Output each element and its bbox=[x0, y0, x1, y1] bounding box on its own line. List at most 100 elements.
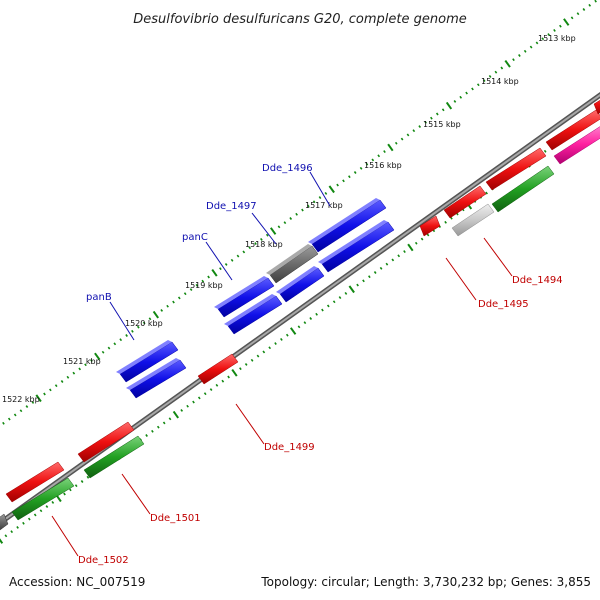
scale-minor-tick bbox=[482, 79, 486, 82]
scale-minor-tick bbox=[400, 137, 404, 141]
scale-minor-tick bbox=[113, 342, 117, 346]
scale-minor-tick bbox=[186, 404, 189, 408]
scale-major-tick bbox=[289, 327, 297, 335]
gene-label-dde-1501[interactable]: Dde_1501 bbox=[150, 513, 201, 524]
scale-minor-tick bbox=[119, 338, 123, 342]
gene-label-dde-1496[interactable]: Dde_1496 bbox=[262, 163, 313, 174]
scale-minor-tick bbox=[338, 296, 342, 300]
gene-label-panb[interactable]: panB bbox=[86, 292, 112, 303]
gene-dde-1497-bar[interactable] bbox=[266, 244, 319, 284]
scale-minor-tick bbox=[543, 149, 547, 153]
scale-label-1522: 1522 kbp bbox=[2, 395, 40, 404]
scale-minor-tick bbox=[125, 334, 128, 337]
scale-minor-tick bbox=[377, 154, 381, 158]
gene-panc-bar[interactable] bbox=[214, 276, 275, 318]
scale-major-tick bbox=[35, 394, 42, 403]
scale-minor-tick bbox=[69, 488, 72, 492]
scale-minor-tick bbox=[136, 325, 140, 329]
scale-minor-tick bbox=[183, 292, 187, 296]
scale-minor-tick bbox=[43, 392, 46, 396]
scale-minor-tick bbox=[385, 262, 389, 266]
scale-minor-tick bbox=[306, 204, 310, 208]
gene-red-far-right[interactable] bbox=[593, 94, 600, 115]
genome-backbone bbox=[0, 92, 600, 526]
scale-label-1521: 1521 kbp bbox=[63, 357, 101, 366]
gene-red-right-2[interactable] bbox=[443, 185, 487, 219]
gene-red-right-3[interactable] bbox=[485, 147, 547, 191]
gene-magenta-right[interactable] bbox=[553, 124, 600, 165]
scale-minor-tick bbox=[594, 0, 597, 3]
callout-line-dde-1495 bbox=[445, 257, 477, 301]
gene-label-dde-1494[interactable]: Dde_1494 bbox=[512, 275, 563, 286]
gene-blue-row2-d[interactable] bbox=[126, 358, 187, 399]
scale-minor-tick bbox=[488, 74, 492, 78]
scale-minor-tick bbox=[145, 434, 148, 437]
gene-label-dde-1497[interactable]: Dde_1497 bbox=[206, 201, 257, 212]
scale-minor-tick bbox=[444, 220, 447, 224]
gene-dde-1495-bar[interactable] bbox=[451, 203, 495, 237]
gene-blue-row2-b[interactable] bbox=[276, 266, 325, 303]
scale-minor-tick bbox=[485, 191, 488, 195]
gene-dde-1494-bar[interactable] bbox=[491, 165, 555, 213]
scale-minor-tick bbox=[250, 358, 254, 362]
gene-dde-1496-bar[interactable] bbox=[308, 198, 387, 253]
scale-minor-tick bbox=[332, 300, 336, 304]
scale-minor-tick bbox=[379, 266, 383, 270]
scale-minor-tick bbox=[33, 513, 37, 517]
map-title: Desulfovibrio desulfuricans G20, complet… bbox=[133, 12, 467, 27]
scale-minor-tick bbox=[74, 484, 78, 488]
gene-red-left[interactable] bbox=[5, 461, 65, 503]
gene-dde-1501-red-bar[interactable] bbox=[77, 421, 135, 463]
scale-major-tick bbox=[328, 185, 335, 194]
gene-features bbox=[0, 94, 600, 531]
scale-minor-tick bbox=[541, 37, 545, 41]
scale-minor-tick bbox=[189, 288, 193, 291]
scale-minor-tick bbox=[301, 208, 304, 212]
scale-minor-tick bbox=[268, 346, 272, 350]
callout-line-dde-1501 bbox=[121, 473, 151, 515]
gene-dde-1502-bar[interactable] bbox=[11, 477, 75, 521]
callout-line-dde-1502 bbox=[51, 515, 79, 557]
gene-dde-1499-bar[interactable] bbox=[197, 353, 239, 385]
scale-minor-tick bbox=[318, 196, 322, 200]
scale-minor-tick bbox=[207, 275, 210, 279]
gene-dde-1501-bar[interactable] bbox=[83, 435, 145, 479]
scale-major-tick bbox=[269, 227, 277, 235]
scale-minor-tick bbox=[315, 312, 318, 316]
scale-minor-tick bbox=[260, 237, 263, 241]
scale-minor-tick bbox=[239, 367, 242, 371]
scale-minor-tick bbox=[326, 304, 330, 308]
gene-label-dde-1499[interactable]: Dde_1499 bbox=[264, 442, 315, 453]
callout-line-dde-1496 bbox=[309, 171, 331, 207]
scale-major-tick bbox=[231, 369, 238, 377]
gene-blue-row2-c[interactable] bbox=[224, 294, 283, 335]
gene-label-panc[interactable]: panC bbox=[182, 232, 208, 243]
scale-minor-tick bbox=[156, 425, 160, 429]
scale-minor-tick bbox=[321, 308, 324, 312]
gene-red-right-4[interactable] bbox=[545, 109, 600, 151]
scale-minor-tick bbox=[203, 392, 207, 396]
scale-minor-tick bbox=[4, 534, 8, 538]
gene-panb-bar[interactable] bbox=[116, 340, 179, 383]
scale-minor-tick bbox=[289, 217, 293, 220]
scale-minor-tick bbox=[230, 258, 234, 262]
scale-minor-tick bbox=[476, 83, 480, 87]
topology-text: Topology: circular; Length: 3,730,232 bp… bbox=[260, 575, 591, 589]
scale-minor-tick bbox=[192, 400, 195, 404]
scale-minor-tick bbox=[78, 367, 82, 371]
scale-minor-tick bbox=[180, 409, 184, 412]
gene-label-dde-1495[interactable]: Dde_1495 bbox=[478, 299, 529, 310]
scale-minor-tick bbox=[101, 350, 105, 354]
scale-minor-tick bbox=[523, 49, 527, 53]
scale-minor-tick bbox=[336, 183, 339, 187]
scale-label-1514: 1514 kbp bbox=[481, 77, 519, 86]
gene-label-dde-1502[interactable]: Dde_1502 bbox=[78, 555, 129, 566]
scale-minor-tick bbox=[201, 279, 205, 283]
scale-minor-tick bbox=[430, 116, 433, 120]
gene-gray-left[interactable] bbox=[0, 513, 9, 531]
gene-red-right-1[interactable] bbox=[419, 215, 441, 237]
gene-blue-row2-a[interactable] bbox=[318, 220, 395, 273]
scale-minor-tick bbox=[403, 250, 406, 254]
outer-scale-track bbox=[2, 0, 597, 425]
